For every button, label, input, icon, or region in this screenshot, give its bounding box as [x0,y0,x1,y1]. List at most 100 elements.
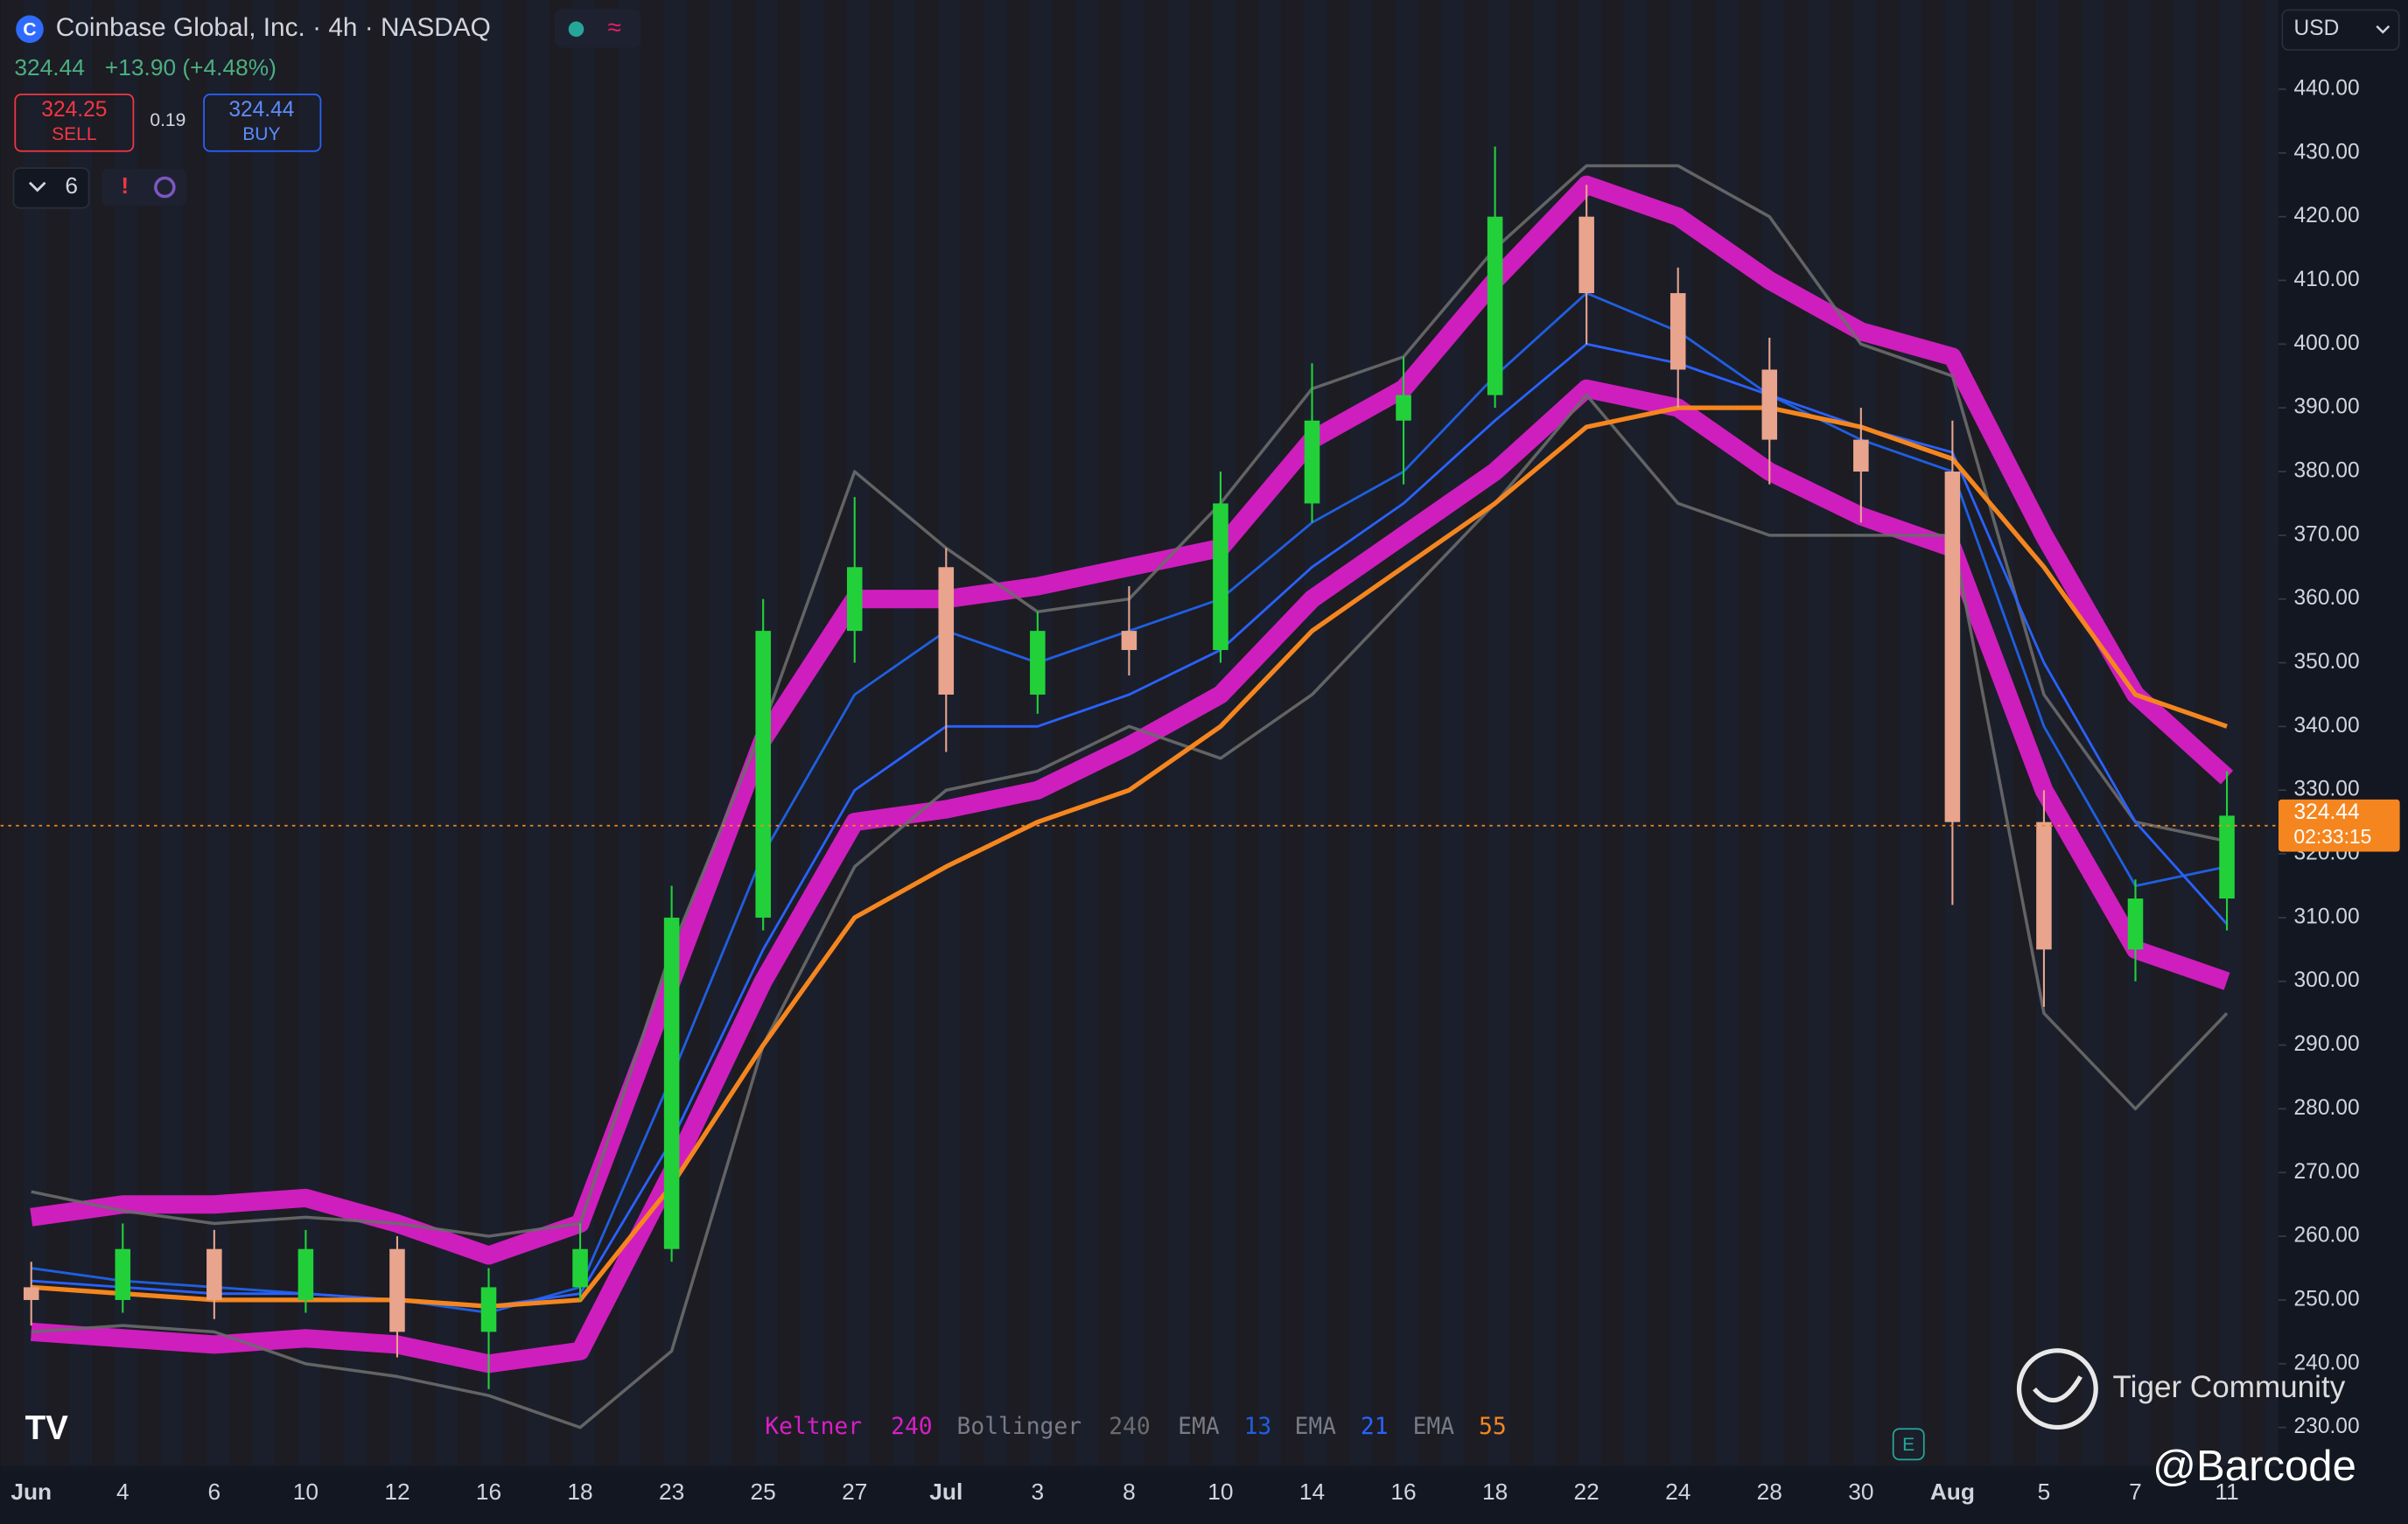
x-tick-label: 8 [1123,1479,1136,1505]
stripe [1349,0,1373,1466]
stripe [1509,0,1533,1466]
stripe [1326,0,1350,1466]
x-tick-label: 3 [1032,1479,1045,1505]
x-tick-label: 22 [1574,1479,1600,1505]
legend-period: 21 [1361,1414,1389,1440]
earnings-marker[interactable] [1892,1428,1925,1461]
x-tick-label: 10 [1208,1479,1233,1505]
x-tick-label: 11 [2215,1479,2238,1505]
currency-select[interactable] [2281,9,2400,51]
candle-body [23,1287,39,1300]
stripe [1647,0,1670,1466]
buy-button[interactable] [203,94,322,152]
stripe [1716,0,1740,1466]
y-tick-label: 260.00 [2294,1224,2360,1248]
spread: 0.19 [150,110,186,130]
stripe [503,0,527,1466]
x-tick-label: 16 [1390,1479,1416,1505]
stripe [709,0,733,1466]
x-tick-label: 23 [659,1479,684,1505]
indicator-count: 6 [65,172,78,199]
last-price-tag [2278,799,2400,852]
candle-body [755,631,771,918]
stripe [2104,0,2128,1466]
stripe [1739,0,1762,1466]
time-axis [0,1470,2408,1524]
y-tick-label: 300.00 [2294,968,2360,992]
x-tick-label: 24 [1665,1479,1690,1505]
y-tick-label: 420.00 [2294,204,2360,227]
axes: 230.00 240.00 250.00 260.00 270.00 280.00 290.… [10,76,2400,1505]
stripe [206,0,230,1466]
x-tick-label: 4 [116,1479,130,1505]
stripe [732,0,756,1466]
stripe [2127,0,2151,1466]
status-icon: ≈ [608,14,621,41]
stripe [2195,0,2220,1466]
y-tick-label: 340.00 [2294,714,2360,738]
y-tick-label: 360.00 [2294,586,2360,610]
stripe [2082,0,2105,1466]
bollinger-lower [31,393,2229,1430]
stripe [1807,0,1830,1466]
stripe [160,0,184,1466]
stripe [0,0,24,1466]
status-pill[interactable] [554,9,641,48]
sell-button[interactable] [14,94,135,152]
candle-body [1670,293,1686,370]
legend-name: Keltner [765,1414,862,1440]
x-tick-label: 25 [751,1479,776,1505]
stripe [778,0,802,1466]
stripe [137,0,161,1466]
candle-body [1121,631,1138,650]
y-tick-label: 370.00 [2294,522,2360,546]
stripe [1784,0,1808,1466]
stripe [915,0,939,1466]
watermark-logo [2016,1348,2098,1430]
y-tick-label: 380.00 [2294,459,2360,483]
stripe [1967,0,1991,1466]
stripe [869,0,893,1466]
y-tick-label: 270.00 [2294,1160,2360,1184]
candle-body [1030,631,1046,695]
stripe [1830,0,1853,1466]
market-status [568,21,584,38]
stripe [69,0,93,1466]
stripe [938,0,962,1466]
buy-label: BUY [242,124,280,144]
stripe [1899,0,1922,1466]
legend-name: Bollinger [957,1414,1082,1440]
candle-body [1853,439,1869,472]
x-tick-label: 27 [842,1479,867,1505]
refresh-icon [154,176,176,199]
stripe [2219,0,2243,1466]
last-price-label: 324.44 [2294,800,2360,824]
x-tick-label: 5 [2038,1479,2051,1505]
stripe [1212,0,1236,1466]
candle-body [1761,369,1778,440]
stripe [1053,0,1076,1466]
stripe [1990,0,2013,1466]
stripe [1075,0,1099,1466]
legend-name: EMA [1413,1414,1455,1440]
watermark-author: @Barcode [2152,1443,2356,1490]
stripe [1876,0,1900,1466]
plot-area [0,146,2278,1430]
candle-body [1944,472,1961,822]
indicator-toggle[interactable] [12,167,90,209]
candle-body [1213,503,1228,650]
stripe [1670,0,1693,1466]
stripe [526,0,550,1466]
legend-period: 13 [1244,1414,1272,1440]
stripe [1922,0,1945,1466]
y-tick-label: 440.00 [2294,76,2360,100]
stripe [229,0,253,1466]
y-tick-label: 400.00 [2294,332,2360,355]
x-tick-label: Jul [929,1479,962,1505]
alert-icon: ! [121,172,129,199]
candle-body [846,567,863,632]
candle-body [115,1248,131,1300]
stripe [46,0,70,1466]
legend-period: 55 [1479,1414,1507,1440]
y-tick-label: 250.00 [2294,1287,2360,1311]
